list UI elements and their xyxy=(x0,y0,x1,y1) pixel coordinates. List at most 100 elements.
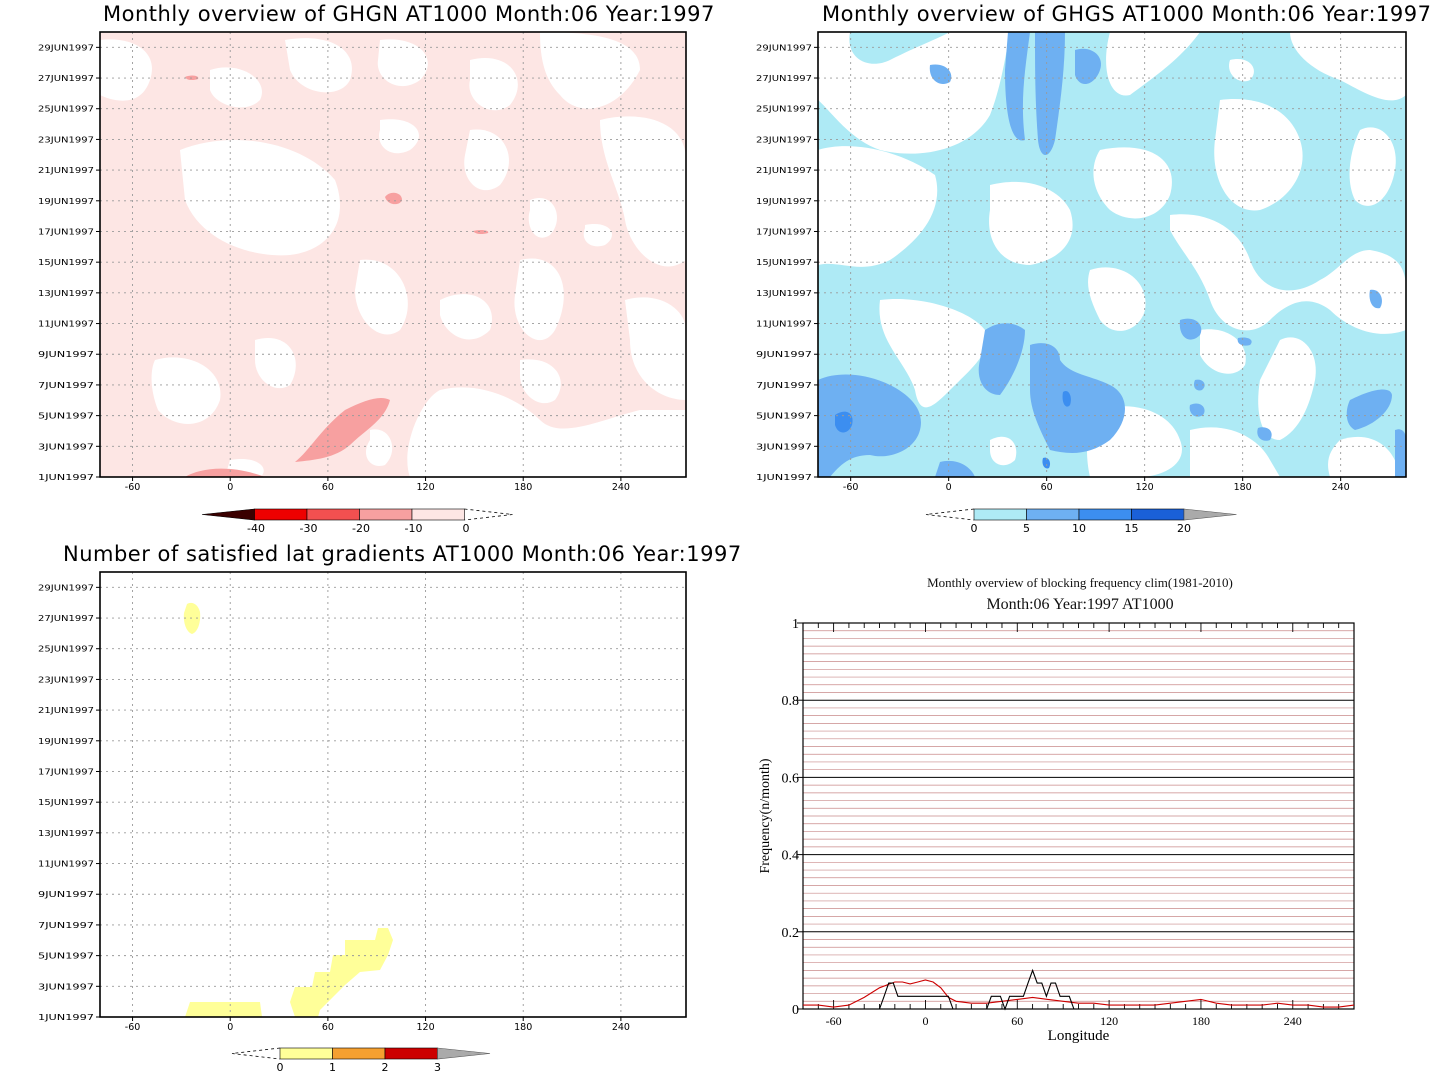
x-tick-label: 180 xyxy=(514,1022,532,1033)
colorbar-tick-label: 15 xyxy=(1125,522,1139,535)
y-tick-label: 3JUN1997 xyxy=(38,442,94,451)
colorbar-segment xyxy=(201,508,255,521)
y-tick-label: 17JUN1997 xyxy=(756,227,812,236)
y-tick-label: 7JUN1997 xyxy=(38,921,94,930)
colorbar-tick-label: 0 xyxy=(277,1061,284,1074)
colorbar-tick-label: 1 xyxy=(329,1061,336,1074)
panel2-level5-regions xyxy=(818,32,1406,477)
colorbar-segment xyxy=(254,508,308,521)
y-tick-label: 15JUN1997 xyxy=(38,798,94,807)
panel1-negative-regions xyxy=(185,75,489,477)
x-tick-label: 240 xyxy=(1332,482,1350,493)
panel1-plot: -60 0 60 120 180 240 1JUN1997 3JUN1997 5JUN1997… xyxy=(38,31,687,493)
y-tick-label: 7JUN1997 xyxy=(38,381,94,390)
colorbar-segment xyxy=(306,508,360,521)
x-tick-label: 60 xyxy=(1041,482,1053,493)
colorbar-tick-label: 10 xyxy=(1072,522,1086,535)
colorbar-segment xyxy=(1131,508,1185,521)
colorbar-segment xyxy=(1078,508,1132,521)
y-tick-label: 0.8 xyxy=(782,694,800,709)
panel2-gridlines xyxy=(818,32,1406,477)
y-tick-label: 27JUN1997 xyxy=(756,74,812,83)
y-tick-label: 23JUN1997 xyxy=(38,135,94,144)
y-tick-label: 29JUN1997 xyxy=(38,583,94,592)
x-tick-label: 0 xyxy=(227,482,233,493)
y-tick-label: 0.6 xyxy=(782,771,800,786)
panel3-title: Number of satisfied lat gradients AT1000… xyxy=(63,542,742,566)
panel3-frame xyxy=(99,571,687,1018)
y-tick-label: 21JUN1997 xyxy=(756,166,812,175)
panel4-subtitle: Month:06 Year:1997 AT1000 xyxy=(986,596,1174,613)
y-tick-label: 21JUN1997 xyxy=(38,166,94,175)
y-tick-label: 19JUN1997 xyxy=(38,197,94,206)
x-tick-label: 0 xyxy=(922,1014,928,1028)
colorbar-segment xyxy=(384,1047,438,1060)
y-tick-label: 9JUN1997 xyxy=(38,890,94,899)
y-tick-label: 11JUN1997 xyxy=(38,320,94,329)
y-tick-label: 11JUN1997 xyxy=(756,320,812,329)
x-tick-label: 120 xyxy=(1136,482,1154,493)
climatology-line xyxy=(803,979,1355,1008)
x-tick-label: 240 xyxy=(612,1022,630,1033)
panel1-frame xyxy=(99,31,687,478)
x-tick-label: -60 xyxy=(125,482,141,493)
colorbar-tick-label: -40 xyxy=(247,522,265,535)
panel3-y-ticks: 1JUN1997 3JUN1997 5JUN1997 7JUN1997 9JUN1997… xyxy=(38,583,100,1022)
panel2-x-ticks: -60 0 60 120 180 240 xyxy=(843,477,1350,493)
x-tick-label: 180 xyxy=(1234,482,1252,493)
y-tick-label: 29JUN1997 xyxy=(38,43,94,52)
y-tick-label: 3JUN1997 xyxy=(756,442,812,451)
x-tick-label: 0 xyxy=(227,1022,233,1033)
x-tick-label: 60 xyxy=(322,482,334,493)
colorbar-segment xyxy=(279,1047,333,1060)
y-tick-label: 1JUN1997 xyxy=(756,473,812,482)
y-tick-label: 27JUN1997 xyxy=(38,614,94,623)
x-tick-label: 240 xyxy=(612,482,630,493)
x-axis-label: Longitude xyxy=(1048,1028,1110,1044)
panel3-plot: -60 0 60 120 180 240 1JUN1997 3JUN1997 5JUN1997… xyxy=(38,571,687,1033)
x-tick-label: 120 xyxy=(416,482,434,493)
colorbar-left-extension xyxy=(231,1047,281,1060)
y-tick-label: 0.4 xyxy=(782,849,800,864)
panel4-plot: -60 0 60 120 180 240 0 0.2 0.4 0.6 0.8 1 Longitude F… xyxy=(758,617,1355,1044)
y-tick-label: 15JUN1997 xyxy=(756,258,812,267)
colorbar-segment xyxy=(973,508,1027,521)
x-tick-label: 0 xyxy=(946,482,952,493)
panel2-level10-regions xyxy=(835,390,1071,469)
y-tick-label: 19JUN1997 xyxy=(756,197,812,206)
panel4-horizontal-lines xyxy=(803,630,1354,1002)
y-tick-label: 17JUN1997 xyxy=(38,767,94,776)
y-tick-label: 9JUN1997 xyxy=(38,350,94,359)
panel1-colorbar: -40 -30 -20 -10 0 xyxy=(201,508,513,535)
y-tick-label: 21JUN1997 xyxy=(38,706,94,715)
y-tick-label: 5JUN1997 xyxy=(756,412,812,421)
x-tick-label: 180 xyxy=(514,482,532,493)
y-tick-label: 0.2 xyxy=(782,926,800,941)
colorbar-tick-label: 20 xyxy=(1177,522,1191,535)
colorbar-right-extension xyxy=(464,508,513,521)
x-tick-label: 60 xyxy=(1011,1014,1023,1028)
y-tick-label: 1JUN1997 xyxy=(38,473,94,482)
y-tick-label: 9JUN1997 xyxy=(756,350,812,359)
colorbar-tick-label: 2 xyxy=(382,1061,389,1074)
panel2-plot: -60 0 60 120 180 240 1JUN1997 3JUN1997 5JUN1997… xyxy=(756,31,1407,493)
y-tick-label: 1JUN1997 xyxy=(38,1013,94,1022)
panel1-white-regions xyxy=(100,32,686,477)
monthly-frequency-line xyxy=(803,968,1354,1011)
x-tick-label: 240 xyxy=(1284,1014,1302,1028)
y-tick-label: 25JUN1997 xyxy=(38,645,94,654)
panel2-title: Monthly overview of GHGS AT1000 Month:06… xyxy=(822,2,1432,26)
colorbar-segment xyxy=(332,1047,386,1060)
colorbar-tick-label: -30 xyxy=(300,522,318,535)
panel2-y-ticks: 1JUN1997 3JUN1997 5JUN1997 7JUN1997 9JUN1997… xyxy=(756,43,818,482)
panel4-ticks: -60 0 60 120 180 240 0 0.2 0.4 0.6 0.8 1 xyxy=(782,617,1355,1028)
panel3-gridlines xyxy=(100,572,686,1017)
panel3-base-field xyxy=(100,572,686,1017)
colorbar-segment xyxy=(359,508,413,521)
panel1-title: Monthly overview of GHGN AT1000 Month:06… xyxy=(103,2,715,26)
y-tick-label: 25JUN1997 xyxy=(38,105,94,114)
y-tick-label: 13JUN1997 xyxy=(38,829,94,838)
colorbar-segment xyxy=(1183,508,1237,521)
colorbar-left-extension xyxy=(925,508,975,521)
